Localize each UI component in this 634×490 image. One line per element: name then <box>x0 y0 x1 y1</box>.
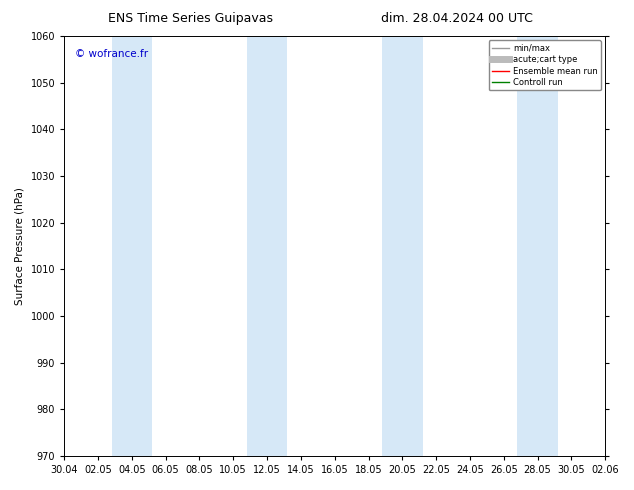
Y-axis label: Surface Pressure (hPa): Surface Pressure (hPa) <box>15 187 25 305</box>
Bar <box>517 36 558 456</box>
Text: dim. 28.04.2024 00 UTC: dim. 28.04.2024 00 UTC <box>380 12 533 25</box>
Bar <box>247 36 287 456</box>
Text: © wofrance.fr: © wofrance.fr <box>75 49 148 59</box>
Bar <box>382 36 423 456</box>
Legend: min/max, acute;cart type, Ensemble mean run, Controll run: min/max, acute;cart type, Ensemble mean … <box>489 40 601 91</box>
Text: ENS Time Series Guipavas: ENS Time Series Guipavas <box>108 12 273 25</box>
Bar <box>112 36 152 456</box>
